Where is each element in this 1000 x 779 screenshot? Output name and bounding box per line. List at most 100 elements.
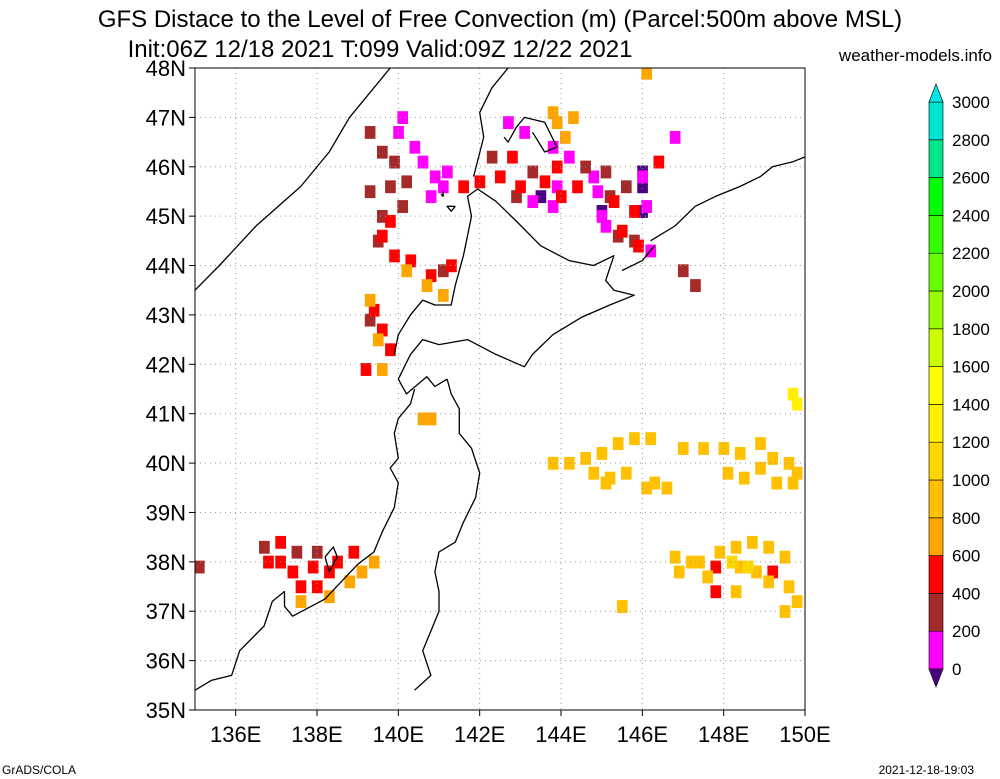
- field-cell: [364, 293, 376, 307]
- field-cell: [653, 155, 665, 169]
- grid-lines: [195, 68, 805, 710]
- lon-tick-label: 136E: [210, 722, 261, 747]
- lon-tick-label: 140E: [373, 722, 424, 747]
- colorbar-label: 2000: [952, 282, 990, 301]
- field-cell: [767, 451, 779, 465]
- field-cell: [368, 303, 380, 317]
- field-cell: [421, 279, 433, 292]
- field-cell: [641, 200, 652, 213]
- field-cell: [425, 412, 437, 426]
- colorbar-under-arrow: [928, 668, 944, 688]
- lon-tick-label: 150E: [779, 722, 830, 747]
- colorbar-label: 2200: [952, 244, 990, 263]
- field-cell: [702, 570, 713, 584]
- field-cell: [673, 565, 685, 579]
- field-cell: [393, 126, 404, 139]
- field-cell: [596, 447, 608, 460]
- field-cell: [287, 565, 299, 579]
- field-cell: [747, 535, 758, 549]
- field-cell: [551, 160, 563, 174]
- lat-tick-label: 48N: [146, 56, 186, 81]
- lat-tick-label: 44N: [146, 254, 186, 279]
- site-credit: weather-models.info: [838, 46, 992, 65]
- field-cell: [417, 412, 429, 426]
- field-cell: [372, 333, 384, 347]
- field-cell: [458, 180, 469, 194]
- coastline: [503, 116, 558, 153]
- field-cell: [389, 155, 400, 169]
- field-cell: [417, 155, 429, 169]
- field-cell: [620, 466, 632, 480]
- coastline: [472, 68, 509, 177]
- lat-tick-label: 41N: [146, 402, 186, 427]
- lon-tick-label: 146E: [617, 722, 668, 747]
- field-cell: [572, 180, 583, 194]
- lat-tick-label: 37N: [146, 599, 186, 624]
- colorbar-swatch: [928, 404, 944, 443]
- field-cell: [368, 555, 380, 569]
- field-cell: [600, 476, 612, 490]
- field-cell: [425, 190, 437, 204]
- colorbar-swatch: [928, 328, 944, 367]
- field-cell: [437, 264, 449, 278]
- lat-tick-label: 40N: [146, 451, 186, 476]
- field-cell: [295, 595, 307, 609]
- field-cell: [677, 442, 689, 455]
- field-cell: [755, 437, 766, 450]
- field-cell: [734, 560, 746, 574]
- lat-tick-label: 38N: [146, 550, 186, 575]
- field-cell: [641, 481, 652, 495]
- lon-axis: 136E 138E 140E 142E 144E 146E 148E 150E: [210, 710, 831, 747]
- field-cell: [564, 456, 575, 470]
- lat-tick-label: 45N: [146, 204, 186, 229]
- field-cell: [767, 565, 779, 579]
- colorbar-label: 1600: [952, 358, 990, 377]
- field-cell: [344, 575, 356, 589]
- field-cell: [397, 200, 408, 213]
- lat-tick-label: 42N: [146, 352, 186, 377]
- field-cell: [690, 279, 701, 292]
- field-cell: [259, 540, 270, 554]
- field-cell: [397, 111, 408, 125]
- colorbar-label: 2800: [952, 131, 990, 150]
- field-cell: [787, 387, 799, 401]
- field-cell: [791, 397, 803, 411]
- field-cell: [364, 313, 376, 327]
- coastline: [621, 245, 656, 272]
- colorbar-swatch: [928, 630, 944, 670]
- field-cell: [405, 254, 417, 268]
- colorbar: 0 200 400 600 800 1000 1200 1400 1600 1800 2000 220…: [928, 83, 990, 688]
- footer-timestamp: 2021-12-18-19:03: [878, 763, 974, 777]
- field-cell: [376, 209, 388, 223]
- field-cell: [376, 363, 388, 376]
- field-cell: [519, 126, 530, 139]
- field-cell: [307, 560, 319, 574]
- field-cell: [698, 442, 709, 455]
- field-cell: [539, 175, 551, 189]
- field-cell: [637, 170, 648, 184]
- field-cell: [686, 555, 697, 569]
- field-cell: [263, 555, 274, 569]
- field-cell: [474, 175, 486, 189]
- colorbar-label: 2600: [952, 169, 990, 188]
- coastline: [393, 188, 635, 395]
- field-cell: [588, 170, 600, 184]
- field-cell: [401, 175, 413, 189]
- field-cell: [734, 447, 746, 460]
- field-cell: [515, 180, 526, 194]
- field-cell: [364, 185, 376, 199]
- field-cell: [275, 535, 286, 549]
- colorbar-swatch: [928, 593, 944, 632]
- field-cell: [738, 471, 750, 485]
- lon-tick-label: 142E: [454, 722, 505, 747]
- field-cell: [600, 219, 612, 233]
- init-valid-text: Init:06Z 12/18 2021 T:099 Valid:09Z 12/2…: [127, 36, 633, 63]
- field-cell: [592, 185, 604, 199]
- coastline: [650, 156, 805, 242]
- field-cell: [324, 590, 335, 604]
- field-cell: [641, 68, 652, 80]
- lat-tick-label: 47N: [146, 105, 186, 130]
- lon-tick-label: 148E: [698, 722, 749, 747]
- colorbar-label: 2400: [952, 206, 990, 225]
